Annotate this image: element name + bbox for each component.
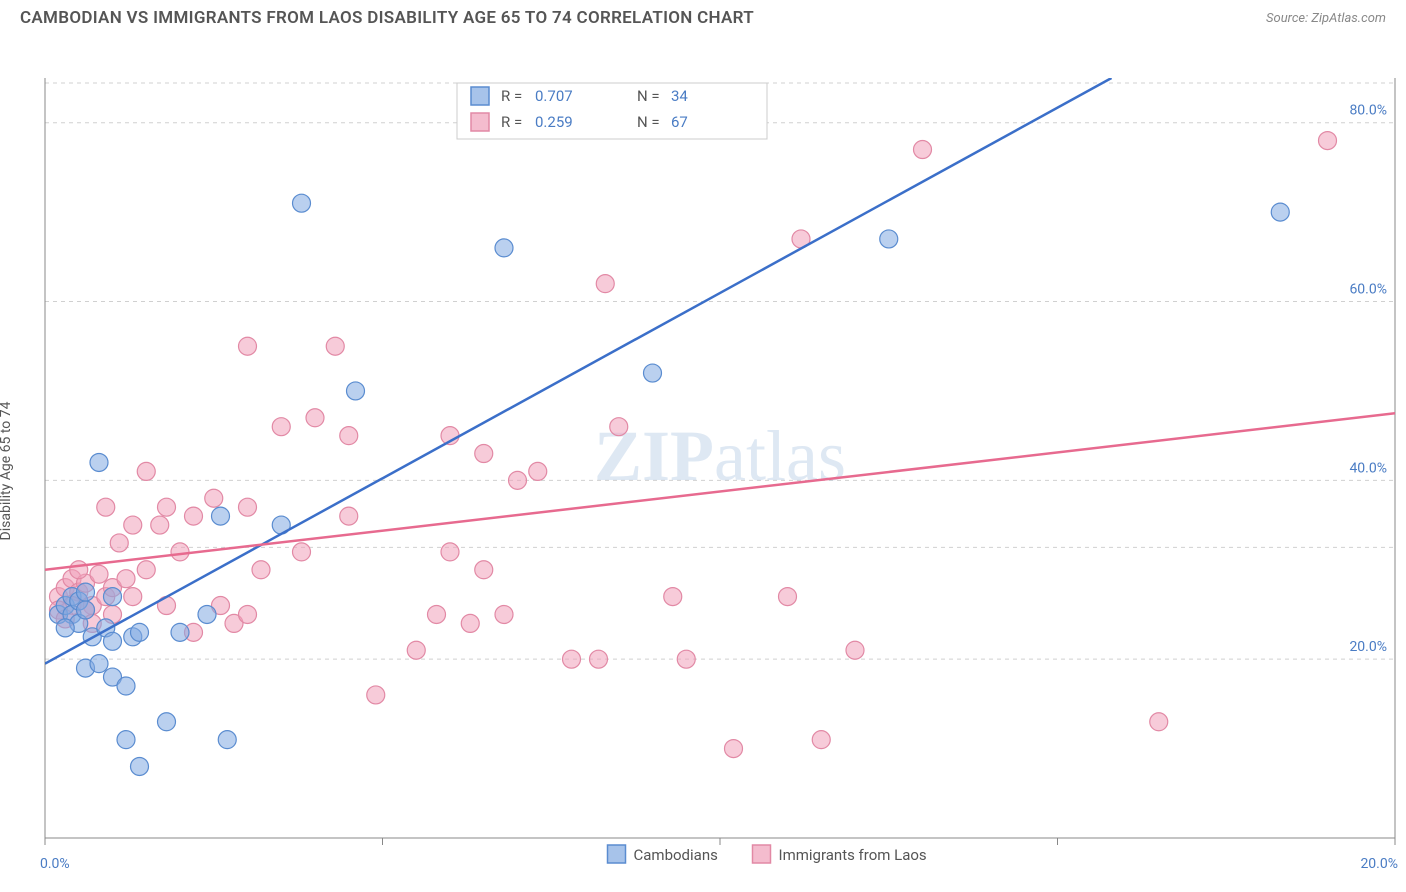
data-point <box>677 650 695 668</box>
data-point <box>218 731 236 749</box>
data-point <box>407 641 425 659</box>
data-point <box>529 462 547 480</box>
data-point <box>880 230 898 248</box>
legend-n-label: N = <box>637 113 660 131</box>
svg-text:ZIPatlas: ZIPatlas <box>594 416 846 496</box>
data-point <box>97 498 115 516</box>
data-point <box>306 409 324 427</box>
data-point <box>644 364 662 382</box>
data-point <box>137 462 155 480</box>
data-point <box>171 543 189 561</box>
data-point <box>185 507 203 525</box>
data-point <box>137 561 155 579</box>
data-point <box>158 713 176 731</box>
legend-r-label: R = <box>501 113 522 131</box>
data-point <box>725 740 743 758</box>
legend-series-label: Cambodians <box>634 846 718 864</box>
y-axis-label: Disability Age 65 to 74 <box>0 402 14 541</box>
legend-swatch <box>608 845 626 863</box>
legend-n-value: 34 <box>671 87 688 105</box>
data-point <box>475 561 493 579</box>
data-point <box>293 543 311 561</box>
data-point <box>846 641 864 659</box>
legend-n-value: 67 <box>671 113 688 131</box>
data-point <box>198 605 216 623</box>
data-point <box>77 601 95 619</box>
legend-swatch <box>753 845 771 863</box>
data-point <box>347 382 365 400</box>
data-point <box>117 570 135 588</box>
data-point <box>239 337 257 355</box>
data-point <box>77 583 95 601</box>
data-point <box>509 471 527 489</box>
data-point <box>495 605 513 623</box>
data-point <box>461 614 479 632</box>
legend-r-label: R = <box>501 87 522 105</box>
data-point <box>293 194 311 212</box>
data-point <box>104 632 122 650</box>
data-point <box>1150 713 1168 731</box>
svg-text:80.0%: 80.0% <box>1349 103 1387 119</box>
data-point <box>914 141 932 159</box>
data-point <box>131 623 149 641</box>
data-point <box>124 516 142 534</box>
data-point <box>1319 132 1337 150</box>
legend-r-value: 0.259 <box>535 113 573 131</box>
chart-source: Source: ZipAtlas.com <box>1266 11 1386 26</box>
legend-swatch <box>471 87 489 105</box>
data-point <box>104 588 122 606</box>
data-point <box>441 543 459 561</box>
data-point <box>367 686 385 704</box>
svg-text:20.0%: 20.0% <box>1360 856 1398 872</box>
data-point <box>590 650 608 668</box>
data-point <box>812 731 830 749</box>
data-point <box>779 588 797 606</box>
data-point <box>90 453 108 471</box>
data-point <box>212 507 230 525</box>
data-point <box>124 588 142 606</box>
data-point <box>596 275 614 293</box>
data-point <box>90 565 108 583</box>
correlation-chart: 0.0% 20.0% 20.0% 40.0% 60.0% 80.0% ZIPatlas R =… <box>0 38 1406 888</box>
data-point <box>131 757 149 775</box>
data-point <box>117 677 135 695</box>
data-point <box>252 561 270 579</box>
data-point <box>610 418 628 436</box>
data-point <box>70 561 88 579</box>
data-point <box>205 489 223 507</box>
data-point <box>151 516 169 534</box>
data-point <box>563 650 581 668</box>
legend-n-label: N = <box>637 87 660 105</box>
svg-text:20.0%: 20.0% <box>1349 639 1387 655</box>
data-point <box>117 731 135 749</box>
svg-text:60.0%: 60.0% <box>1349 282 1387 298</box>
svg-text:40.0%: 40.0% <box>1349 460 1387 476</box>
data-point <box>326 337 344 355</box>
data-point <box>664 588 682 606</box>
legend-r-value: 0.707 <box>535 87 573 105</box>
chart-title: CAMBODIAN VS IMMIGRANTS FROM LAOS DISABI… <box>20 8 754 28</box>
data-point <box>340 427 358 445</box>
data-point <box>239 498 257 516</box>
data-point <box>110 534 128 552</box>
trend-line <box>45 78 1112 664</box>
data-point <box>90 655 108 673</box>
legend-series-label: Immigrants from Laos <box>779 846 927 864</box>
data-point <box>475 445 493 463</box>
data-point <box>171 623 189 641</box>
legend-swatch <box>471 113 489 131</box>
data-point <box>272 418 290 436</box>
chart-container: Disability Age 65 to 74 0.0% 20.0% 20.0% 40… <box>0 38 1406 888</box>
chart-header: CAMBODIAN VS IMMIGRANTS FROM LAOS DISABI… <box>0 0 1406 38</box>
data-point <box>428 605 446 623</box>
data-point <box>1271 203 1289 221</box>
data-point <box>56 619 74 637</box>
svg-text:0.0%: 0.0% <box>40 856 70 872</box>
data-point <box>239 605 257 623</box>
data-point <box>158 498 176 516</box>
data-point <box>495 239 513 257</box>
data-point <box>340 507 358 525</box>
